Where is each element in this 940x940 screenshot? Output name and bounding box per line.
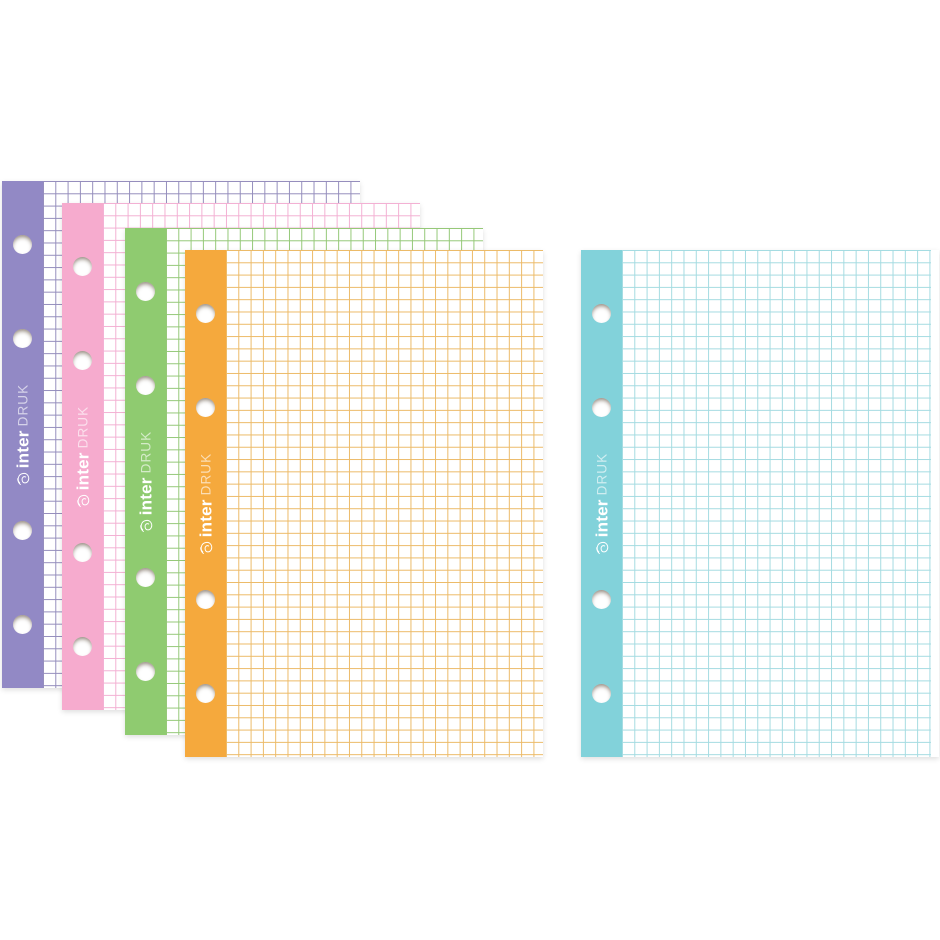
punch-hole bbox=[73, 637, 92, 656]
brand-inter: inter bbox=[136, 476, 155, 515]
punch-hole bbox=[13, 521, 32, 540]
punch-hole bbox=[196, 304, 215, 323]
punch-hole bbox=[73, 257, 92, 276]
sheet-teal: inter DRUK bbox=[581, 250, 939, 757]
punch-hole bbox=[136, 376, 155, 395]
punch-hole bbox=[136, 662, 155, 681]
brand-logo: inter DRUK bbox=[196, 452, 215, 555]
sheet-orange: inter DRUK bbox=[185, 250, 543, 757]
brand-inter: inter bbox=[13, 429, 32, 468]
punch-hole bbox=[73, 543, 92, 562]
brand-logo: inter DRUK bbox=[136, 430, 155, 533]
swirl-globe-icon bbox=[199, 541, 212, 554]
punch-hole bbox=[592, 590, 611, 609]
brand-druk: DRUK bbox=[74, 405, 90, 448]
punch-hole bbox=[136, 568, 155, 587]
margin-strip: inter DRUK bbox=[62, 203, 103, 710]
grid-paper bbox=[622, 250, 931, 757]
punch-hole bbox=[592, 684, 611, 703]
brand-druk: DRUK bbox=[593, 452, 609, 495]
punch-hole bbox=[196, 684, 215, 703]
swirl-globe-icon bbox=[76, 494, 89, 507]
brand-inter: inter bbox=[196, 498, 215, 537]
margin-strip: inter DRUK bbox=[2, 181, 43, 688]
punch-hole bbox=[592, 398, 611, 417]
brand-logo: inter DRUK bbox=[13, 383, 32, 486]
brand-inter: inter bbox=[592, 498, 611, 537]
swirl-globe-icon bbox=[595, 541, 608, 554]
punch-hole bbox=[13, 329, 32, 348]
punch-hole bbox=[196, 590, 215, 609]
punch-hole bbox=[13, 615, 32, 634]
swirl-globe-icon bbox=[16, 472, 29, 485]
brand-druk: DRUK bbox=[137, 430, 153, 473]
brand-logo: inter DRUK bbox=[592, 452, 611, 555]
brand-inter: inter bbox=[73, 451, 92, 490]
punch-hole bbox=[73, 351, 92, 370]
punch-hole bbox=[13, 235, 32, 254]
brand-druk: DRUK bbox=[14, 383, 30, 426]
margin-strip: inter DRUK bbox=[125, 228, 166, 735]
margin-strip: inter DRUK bbox=[581, 250, 622, 757]
punch-hole bbox=[196, 398, 215, 417]
punch-hole bbox=[136, 282, 155, 301]
margin-strip: inter DRUK bbox=[185, 250, 226, 757]
brand-logo: inter DRUK bbox=[73, 405, 92, 508]
grid-paper bbox=[226, 250, 543, 757]
swirl-globe-icon bbox=[139, 519, 152, 532]
punch-hole bbox=[592, 304, 611, 323]
brand-druk: DRUK bbox=[197, 452, 213, 495]
